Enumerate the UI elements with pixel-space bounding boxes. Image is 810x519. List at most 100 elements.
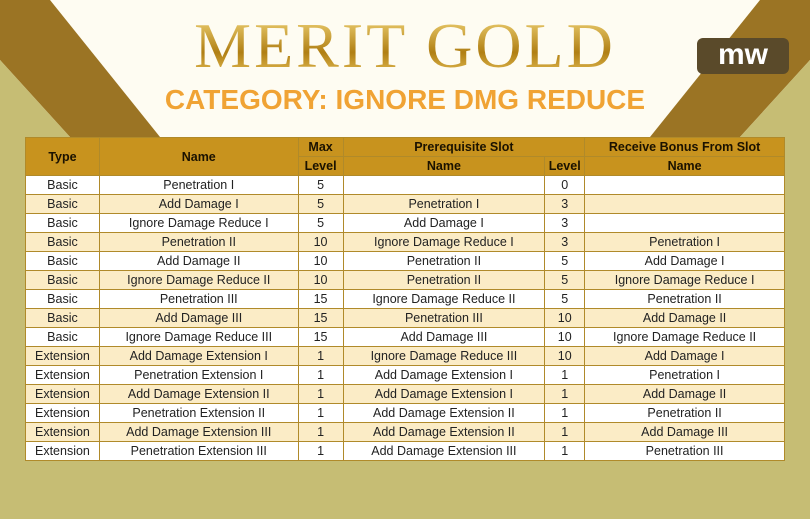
table-row: Basic Add Damage II 10 Penetration II 5 Add D…: [25, 251, 785, 271]
table-body: Basic Penetration I 5 0 Basic Add Damage I 5 Pe…: [25, 175, 785, 461]
table-cell: 15: [297, 327, 344, 347]
table-cell: Add Damage Extension I: [342, 384, 546, 404]
table-cell: Extension: [25, 384, 100, 404]
header-band: [0, 0, 810, 137]
table-cell: Penetration III: [584, 441, 785, 461]
table-cell: Ignore Damage Reduce I: [98, 213, 299, 233]
table-cell: Penetration I: [584, 232, 785, 252]
logo: mw: [697, 38, 789, 74]
table-cell: Penetration I: [342, 194, 546, 214]
table-cell: Basic: [25, 251, 100, 271]
header-cell: Max: [297, 137, 344, 157]
table-cell: 10: [544, 308, 586, 328]
table-cell: 3: [544, 194, 586, 214]
table-cell: Penetration I: [584, 365, 785, 385]
table-cell: 1: [297, 384, 344, 404]
table-cell: 10: [544, 346, 586, 366]
table-cell: 1: [544, 403, 586, 423]
table-cell: 1: [297, 346, 344, 366]
table-cell: Add Damage III: [342, 327, 546, 347]
table-cell: Basic: [25, 232, 100, 252]
table-cell: Penetration Extension I: [98, 365, 299, 385]
table-row: Basic Ignore Damage Reduce III 15 Add Damag…: [25, 327, 785, 347]
table-cell: Ignore Damage Reduce II: [342, 289, 546, 309]
table-cell: Penetration Extension III: [98, 441, 299, 461]
table-cell: Add Damage II: [98, 251, 299, 271]
table-cell: Extension: [25, 422, 100, 442]
table-cell: Basic: [25, 270, 100, 290]
table-cell: Basic: [25, 327, 100, 347]
header-cell: Name: [98, 137, 299, 176]
table-cell: 1: [544, 384, 586, 404]
table-cell: 0: [544, 175, 586, 195]
table-cell: Ignore Damage Reduce II: [98, 270, 299, 290]
table-row: Basic Penetration III 15 Ignore Damage Redu…: [25, 289, 785, 309]
table-row: Basic Add Damage III 15 Penetration III 10 Ad…: [25, 308, 785, 328]
table-cell: 5: [544, 289, 586, 309]
table-row: Extension Penetration Extension I 1 Add Dam…: [25, 365, 785, 385]
table-row: Basic Ignore Damage Reduce I 5 Add Damage I…: [25, 213, 785, 233]
corner-right: [740, 60, 810, 137]
table-cell: Penetration III: [98, 289, 299, 309]
table-cell: 5: [297, 213, 344, 233]
table-cell: 15: [297, 289, 344, 309]
table-cell: Ignore Damage Reduce I: [584, 270, 785, 290]
stripe-left: [0, 0, 160, 137]
table-cell: Penetration II: [584, 289, 785, 309]
corner-left: [0, 60, 70, 137]
table-cell: Ignore Damage Reduce II: [584, 327, 785, 347]
table-row: Basic Ignore Damage Reduce II 10 Penetratio…: [25, 270, 785, 290]
header-cell: Receive Bonus From Slot: [584, 137, 785, 157]
table-cell: Add Damage II: [584, 308, 785, 328]
table-cell: Extension: [25, 441, 100, 461]
merit-table: Type Name Max Prerequisite Slot Receive …: [25, 137, 785, 461]
table-cell: Basic: [25, 194, 100, 214]
header-cell: Level: [297, 156, 344, 176]
table-cell: [584, 194, 785, 214]
table-cell: [584, 175, 785, 195]
table-cell: 5: [297, 194, 344, 214]
table-cell: Extension: [25, 346, 100, 366]
table-cell: Basic: [25, 308, 100, 328]
table-cell: Add Damage Extension III: [98, 422, 299, 442]
table-cell: Add Damage I: [98, 194, 299, 214]
table-cell: Penetration III: [342, 308, 546, 328]
table-row: Extension Add Damage Extension I 1 Ignore D…: [25, 346, 785, 366]
table-cell: Add Damage I: [584, 251, 785, 271]
table-cell: 5: [544, 251, 586, 271]
table-cell: 10: [544, 327, 586, 347]
table-cell: Add Damage II: [584, 384, 785, 404]
table-cell: Extension: [25, 365, 100, 385]
table-cell: 1: [544, 422, 586, 442]
table-cell: 1: [297, 441, 344, 461]
table-cell: Add Damage Extension II: [342, 403, 546, 423]
table-cell: Basic: [25, 289, 100, 309]
table-cell: 5: [297, 175, 344, 195]
table-cell: Basic: [25, 213, 100, 233]
table-cell: Penetration II: [342, 251, 546, 271]
table-cell: Ignore Damage Reduce III: [342, 346, 546, 366]
header-cell: Name: [342, 156, 546, 176]
table-cell: Penetration II: [98, 232, 299, 252]
table-cell: 15: [297, 308, 344, 328]
table-cell: 3: [544, 213, 586, 233]
table-cell: 1: [544, 441, 586, 461]
table-cell: Penetration Extension II: [98, 403, 299, 423]
table-cell: 10: [297, 251, 344, 271]
table-row: Extension Penetration Extension III 1 Add D…: [25, 441, 785, 461]
title: MERIT GOLD: [0, 14, 810, 78]
table-cell: Ignore Damage Reduce III: [98, 327, 299, 347]
table-cell: Penetration I: [98, 175, 299, 195]
table-cell: Extension: [25, 403, 100, 423]
table-cell: Ignore Damage Reduce I: [342, 232, 546, 252]
table-cell: Add Damage Extension II: [342, 422, 546, 442]
table-cell: Penetration II: [342, 270, 546, 290]
table-cell: Add Damage Extension III: [342, 441, 546, 461]
table-cell: Add Damage I: [342, 213, 546, 233]
table-cell: 1: [297, 403, 344, 423]
header-cell: Prerequisite Slot: [342, 137, 586, 157]
header-cell: Level: [544, 156, 586, 176]
table-cell: Penetration II: [584, 403, 785, 423]
